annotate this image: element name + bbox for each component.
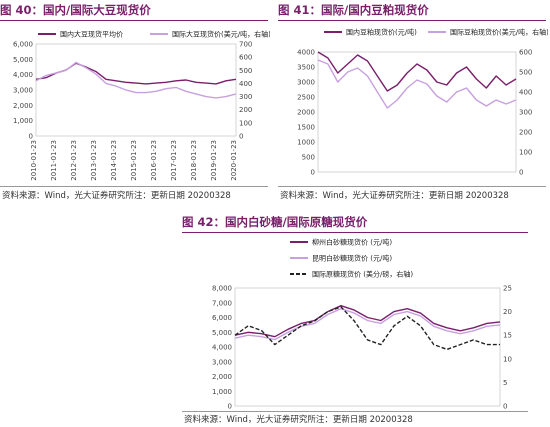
y-right-tick-label: 10 <box>503 355 512 363</box>
series-line <box>234 307 501 341</box>
plot-frame <box>317 51 517 173</box>
y-left-tick-label: 2500 <box>297 94 315 102</box>
y-right-tick-label: 500 <box>519 69 532 77</box>
x-tick-label: 2016-01-23 <box>150 140 158 181</box>
plot-frame <box>234 287 501 407</box>
y-left-tick-label: 0 <box>29 133 33 141</box>
y-right-tick-label: 700 <box>239 41 252 49</box>
y-left-tick-label: 7,000 <box>212 299 232 307</box>
legend-label: 国际原糖现货价 (美分/磅，右轴) <box>312 270 413 279</box>
y-right-tick-label: 400 <box>519 89 532 97</box>
y-left-tick-label: 3,000 <box>13 87 33 95</box>
y-right-tick-label: 15 <box>503 332 512 340</box>
x-tick-label: 2017-01-23 <box>170 140 178 181</box>
chart-title-bar: 图 42：国内白砂糖/国际原糖现货价 <box>182 214 528 233</box>
y-left-tick-label: 0 <box>228 403 232 411</box>
y-right-tick-label: 0 <box>519 169 523 177</box>
chart-source: 资料来源：Wind，光大证券研究所注：更新日期 20200328 <box>280 191 509 201</box>
y-left-tick-label: 5,000 <box>13 56 33 64</box>
y-left-tick-label: 2000 <box>297 109 315 117</box>
y-left-tick-label: 4000 <box>297 49 315 57</box>
chart-title: 图 40：国内/国际大豆现货价 <box>0 3 151 17</box>
y-right-tick-label: 600 <box>519 49 532 57</box>
x-tick-label: 2015-01-23 <box>130 140 138 181</box>
source-rule <box>0 186 268 187</box>
chart-source: 资料来源：Wind，光大证券研究所注：更新日期 20200328 <box>184 415 413 425</box>
y-left-tick-label: 1000 <box>297 139 315 147</box>
legend-label: 国内豆粕现货价(元/吨) <box>346 28 417 37</box>
x-tick-label: 2013-01-23 <box>90 140 98 181</box>
legend-label: 国际大豆现货价(美元/吨，右轴) <box>172 30 270 39</box>
y-left-tick-label: 500 <box>302 154 315 162</box>
source-rule <box>182 411 528 412</box>
chart-title-bar: 图 41：国际/国内豆粕现货价 <box>278 2 546 21</box>
y-left-tick-label: 2,000 <box>13 102 33 110</box>
y-left-tick-label: 1,000 <box>13 117 33 125</box>
x-tick-label: 2019-01-23 <box>210 140 218 181</box>
y-left-tick-label: 6,000 <box>13 41 33 49</box>
x-tick-label: 2018-01-23 <box>190 140 198 181</box>
y-left-tick-label: 0 <box>311 169 315 177</box>
y-right-tick-label: 5 <box>503 379 507 387</box>
y-right-tick-label: 20 <box>503 308 512 316</box>
y-left-tick-label: 5,000 <box>212 329 232 337</box>
y-right-tick-label: 0 <box>503 403 507 411</box>
series-line <box>35 62 237 85</box>
chart-source: 资料来源：Wind，光大证券研究所注：更新日期 20200328 <box>2 191 231 201</box>
y-right-tick-label: 100 <box>239 119 252 127</box>
y-right-tick-label: 300 <box>519 109 532 117</box>
y-right-tick-label: 25 <box>503 285 512 293</box>
chart-42: 0 1,000 2,000 3,000 4,000 5,000 6,000 7,000 8,00… <box>212 238 512 411</box>
y-right-tick-label: 100 <box>519 149 532 157</box>
y-right-tick-label: 200 <box>519 129 532 137</box>
series-line <box>317 59 517 109</box>
chart-title-bar: 图 40：国内/国际大豆现货价 <box>0 2 268 21</box>
chart-41: 0 500 1000 1500 2000 2500 3000 3500 4000 0 100 200 3… <box>297 28 548 177</box>
legend-label: 国际豆粕现货价(美元/吨，右轴) <box>450 28 548 37</box>
y-left-tick-label: 4,000 <box>13 71 33 79</box>
y-right-tick-label: 400 <box>239 80 252 88</box>
y-left-tick-label: 3,000 <box>212 358 232 366</box>
y-left-tick-label: 2,000 <box>212 373 232 381</box>
y-left-tick-label: 8,000 <box>212 285 232 293</box>
x-tick-label: 2012-01-23 <box>70 140 78 181</box>
x-tick-label: 2010-01-23 <box>30 140 38 181</box>
y-left-tick-label: 3500 <box>297 64 315 72</box>
y-left-tick-label: 6,000 <box>212 314 232 322</box>
y-right-tick-label: 200 <box>239 106 252 114</box>
y-left-tick-label: 1500 <box>297 124 315 132</box>
chart-panel-41: 图 41：国际/国内豆粕现货价 0 500 1000 1500 2000 2500 3000… <box>278 0 550 205</box>
chart-40: 0 1,000 2,000 3,000 4,000 5,000 6,000 0 100 200 30… <box>13 30 270 181</box>
series-line <box>317 51 517 92</box>
x-tick-label: 2020-01-23 <box>230 140 238 181</box>
source-rule <box>278 186 546 187</box>
y-left-tick-label: 1,000 <box>212 388 232 396</box>
chart-title: 图 41：国际/国内豆粕现货价 <box>278 3 429 17</box>
chart-panel-42: 图 42：国内白砂糖/国际原糖现货价 0 1,000 2,000 3,000 4,000… <box>150 212 530 427</box>
y-right-tick-label: 600 <box>239 54 252 62</box>
series-line <box>234 306 500 351</box>
chart-title: 图 42：国内白砂糖/国际原糖现货价 <box>182 215 368 229</box>
legend-label: 国内大豆现货平均价 <box>60 30 123 39</box>
y-left-tick-label: 3000 <box>297 79 315 87</box>
chart-panel-40: 图 40：国内/国际大豆现货价 0 1,000 2,000 3,000 4,000 5,0… <box>0 0 270 205</box>
legend-label: 柳州白砂糖现货价 (元/吨) <box>312 238 392 247</box>
x-tick-label: 2011-01-23 <box>50 140 58 181</box>
series-line <box>35 61 237 99</box>
y-right-tick-label: 500 <box>239 67 252 75</box>
series-line <box>234 304 501 338</box>
y-left-tick-label: 4,000 <box>212 344 232 352</box>
y-right-tick-label: 300 <box>239 93 252 101</box>
legend-label: 昆明白砂糖现货价 (元/吨) <box>312 254 392 263</box>
x-tick-label: 2014-01-23 <box>110 140 118 181</box>
y-right-tick-label: 0 <box>239 133 243 141</box>
plot-frame <box>35 43 237 137</box>
